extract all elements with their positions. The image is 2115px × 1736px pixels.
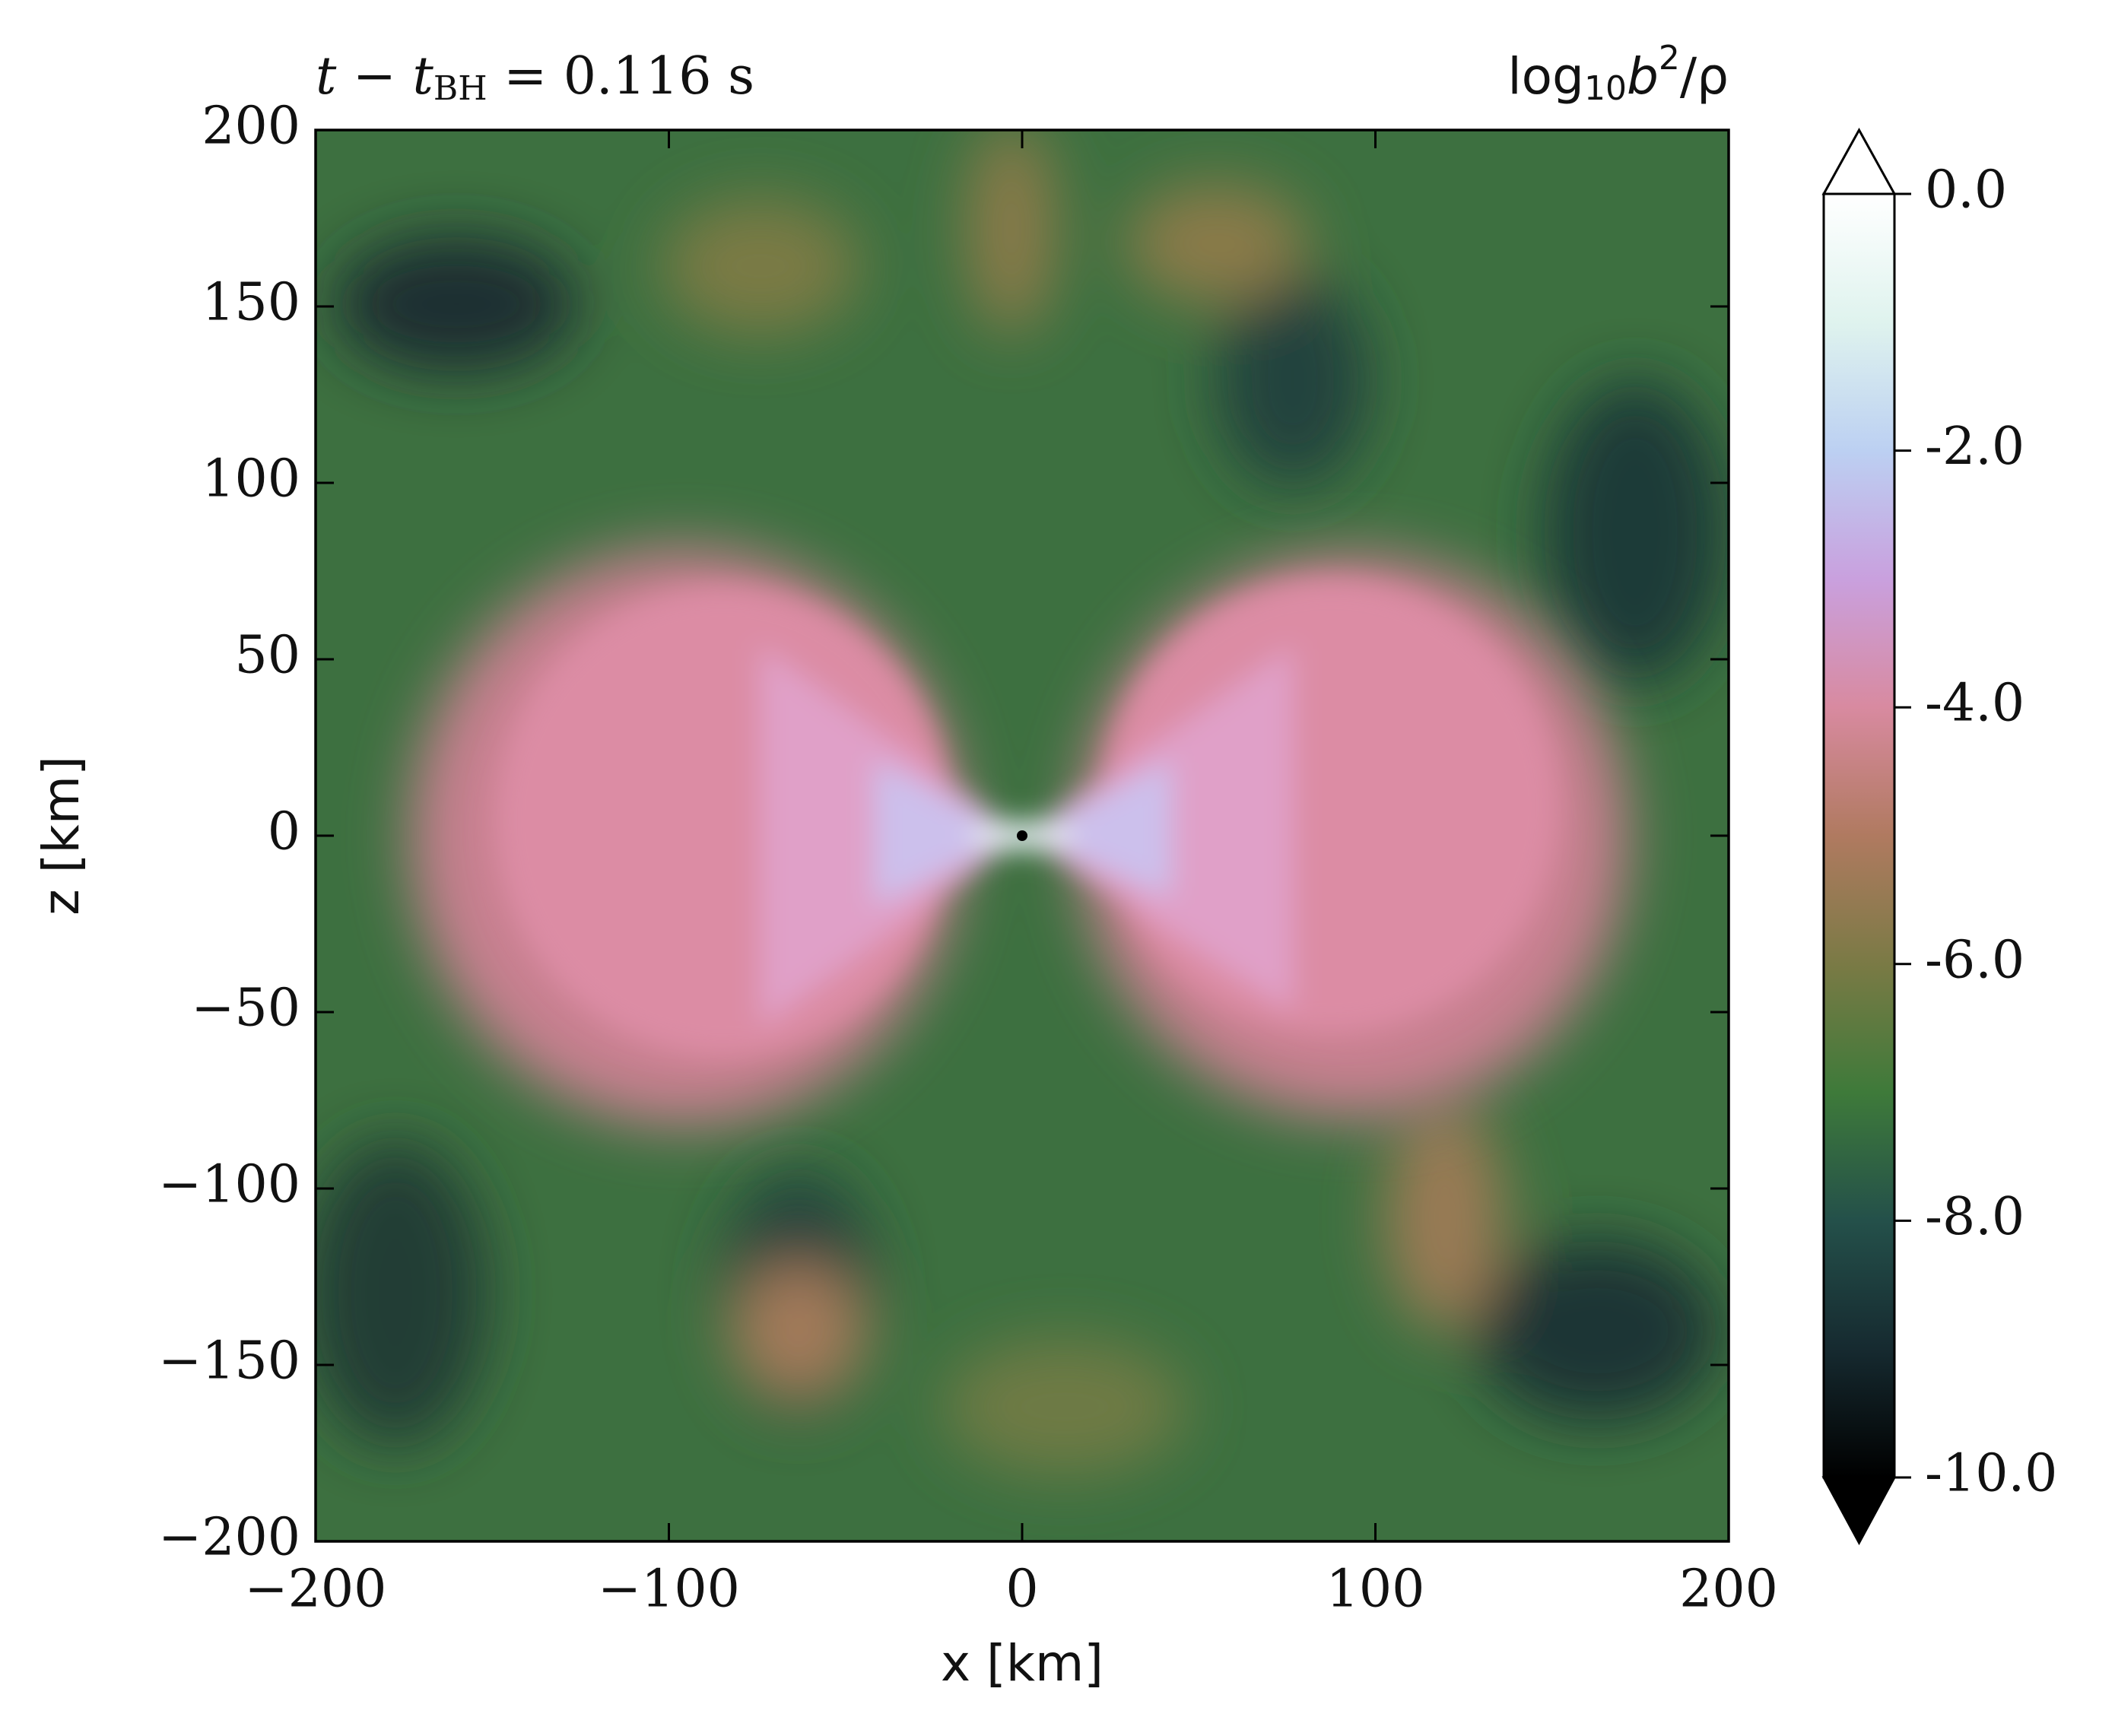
colorbar-frame xyxy=(1822,192,1896,1479)
colorbar-tick-label: -10.0 xyxy=(1925,1444,2057,1504)
colorbar-tick-label: 0.0 xyxy=(1925,160,2007,221)
colorbar-label-part: 10 xyxy=(1584,69,1627,108)
x-tick-label: −100 xyxy=(598,1560,740,1620)
y-tick-label: 100 xyxy=(202,449,300,509)
y-tick-label: 150 xyxy=(202,273,300,333)
colorbar-label: log10b2/ρ xyxy=(1507,39,1729,108)
colorbar-label-part: /ρ xyxy=(1680,47,1729,106)
x-tick-label: 100 xyxy=(1326,1560,1425,1620)
title-left-part: t − t xyxy=(316,46,434,106)
y-axis-label: z [km] xyxy=(32,756,91,916)
colorbar xyxy=(1824,194,1894,1477)
field-image xyxy=(316,130,1729,1541)
y-tick-label: 0 xyxy=(268,802,300,862)
colorbar-tick-label: -8.0 xyxy=(1925,1187,2024,1247)
y-tick-label: −100 xyxy=(158,1155,300,1215)
y-tick-label: −150 xyxy=(158,1331,300,1392)
y-tick-label: 200 xyxy=(202,97,300,157)
colorbar-extend-min xyxy=(1821,1476,1897,1546)
colorbar-label-part: 2 xyxy=(1659,39,1680,78)
colorbar-label-part: log xyxy=(1507,47,1584,106)
title-left: t − tBH = 0.116 s xyxy=(316,46,754,108)
x-tick-label: 0 xyxy=(1005,1560,1038,1620)
x-tick-label: 200 xyxy=(1679,1560,1778,1620)
y-tick-label: 50 xyxy=(234,626,300,686)
title-left-part: BH xyxy=(433,69,487,108)
colorbar-tick-label: -4.0 xyxy=(1925,674,2024,734)
colorbar-tick-label: -2.0 xyxy=(1925,417,2024,477)
x-tick-label: −200 xyxy=(245,1560,387,1620)
title-left-part: = 0.116 s xyxy=(487,46,754,106)
colorbar-tick-label: -6.0 xyxy=(1925,930,2024,990)
y-tick-label: −200 xyxy=(158,1508,300,1568)
y-tick-label: −50 xyxy=(191,979,300,1039)
colorbar-label-part: b xyxy=(1627,47,1659,106)
colorbar-extend-max xyxy=(1821,127,1897,195)
x-axis-label: x [km] xyxy=(941,1634,1104,1693)
